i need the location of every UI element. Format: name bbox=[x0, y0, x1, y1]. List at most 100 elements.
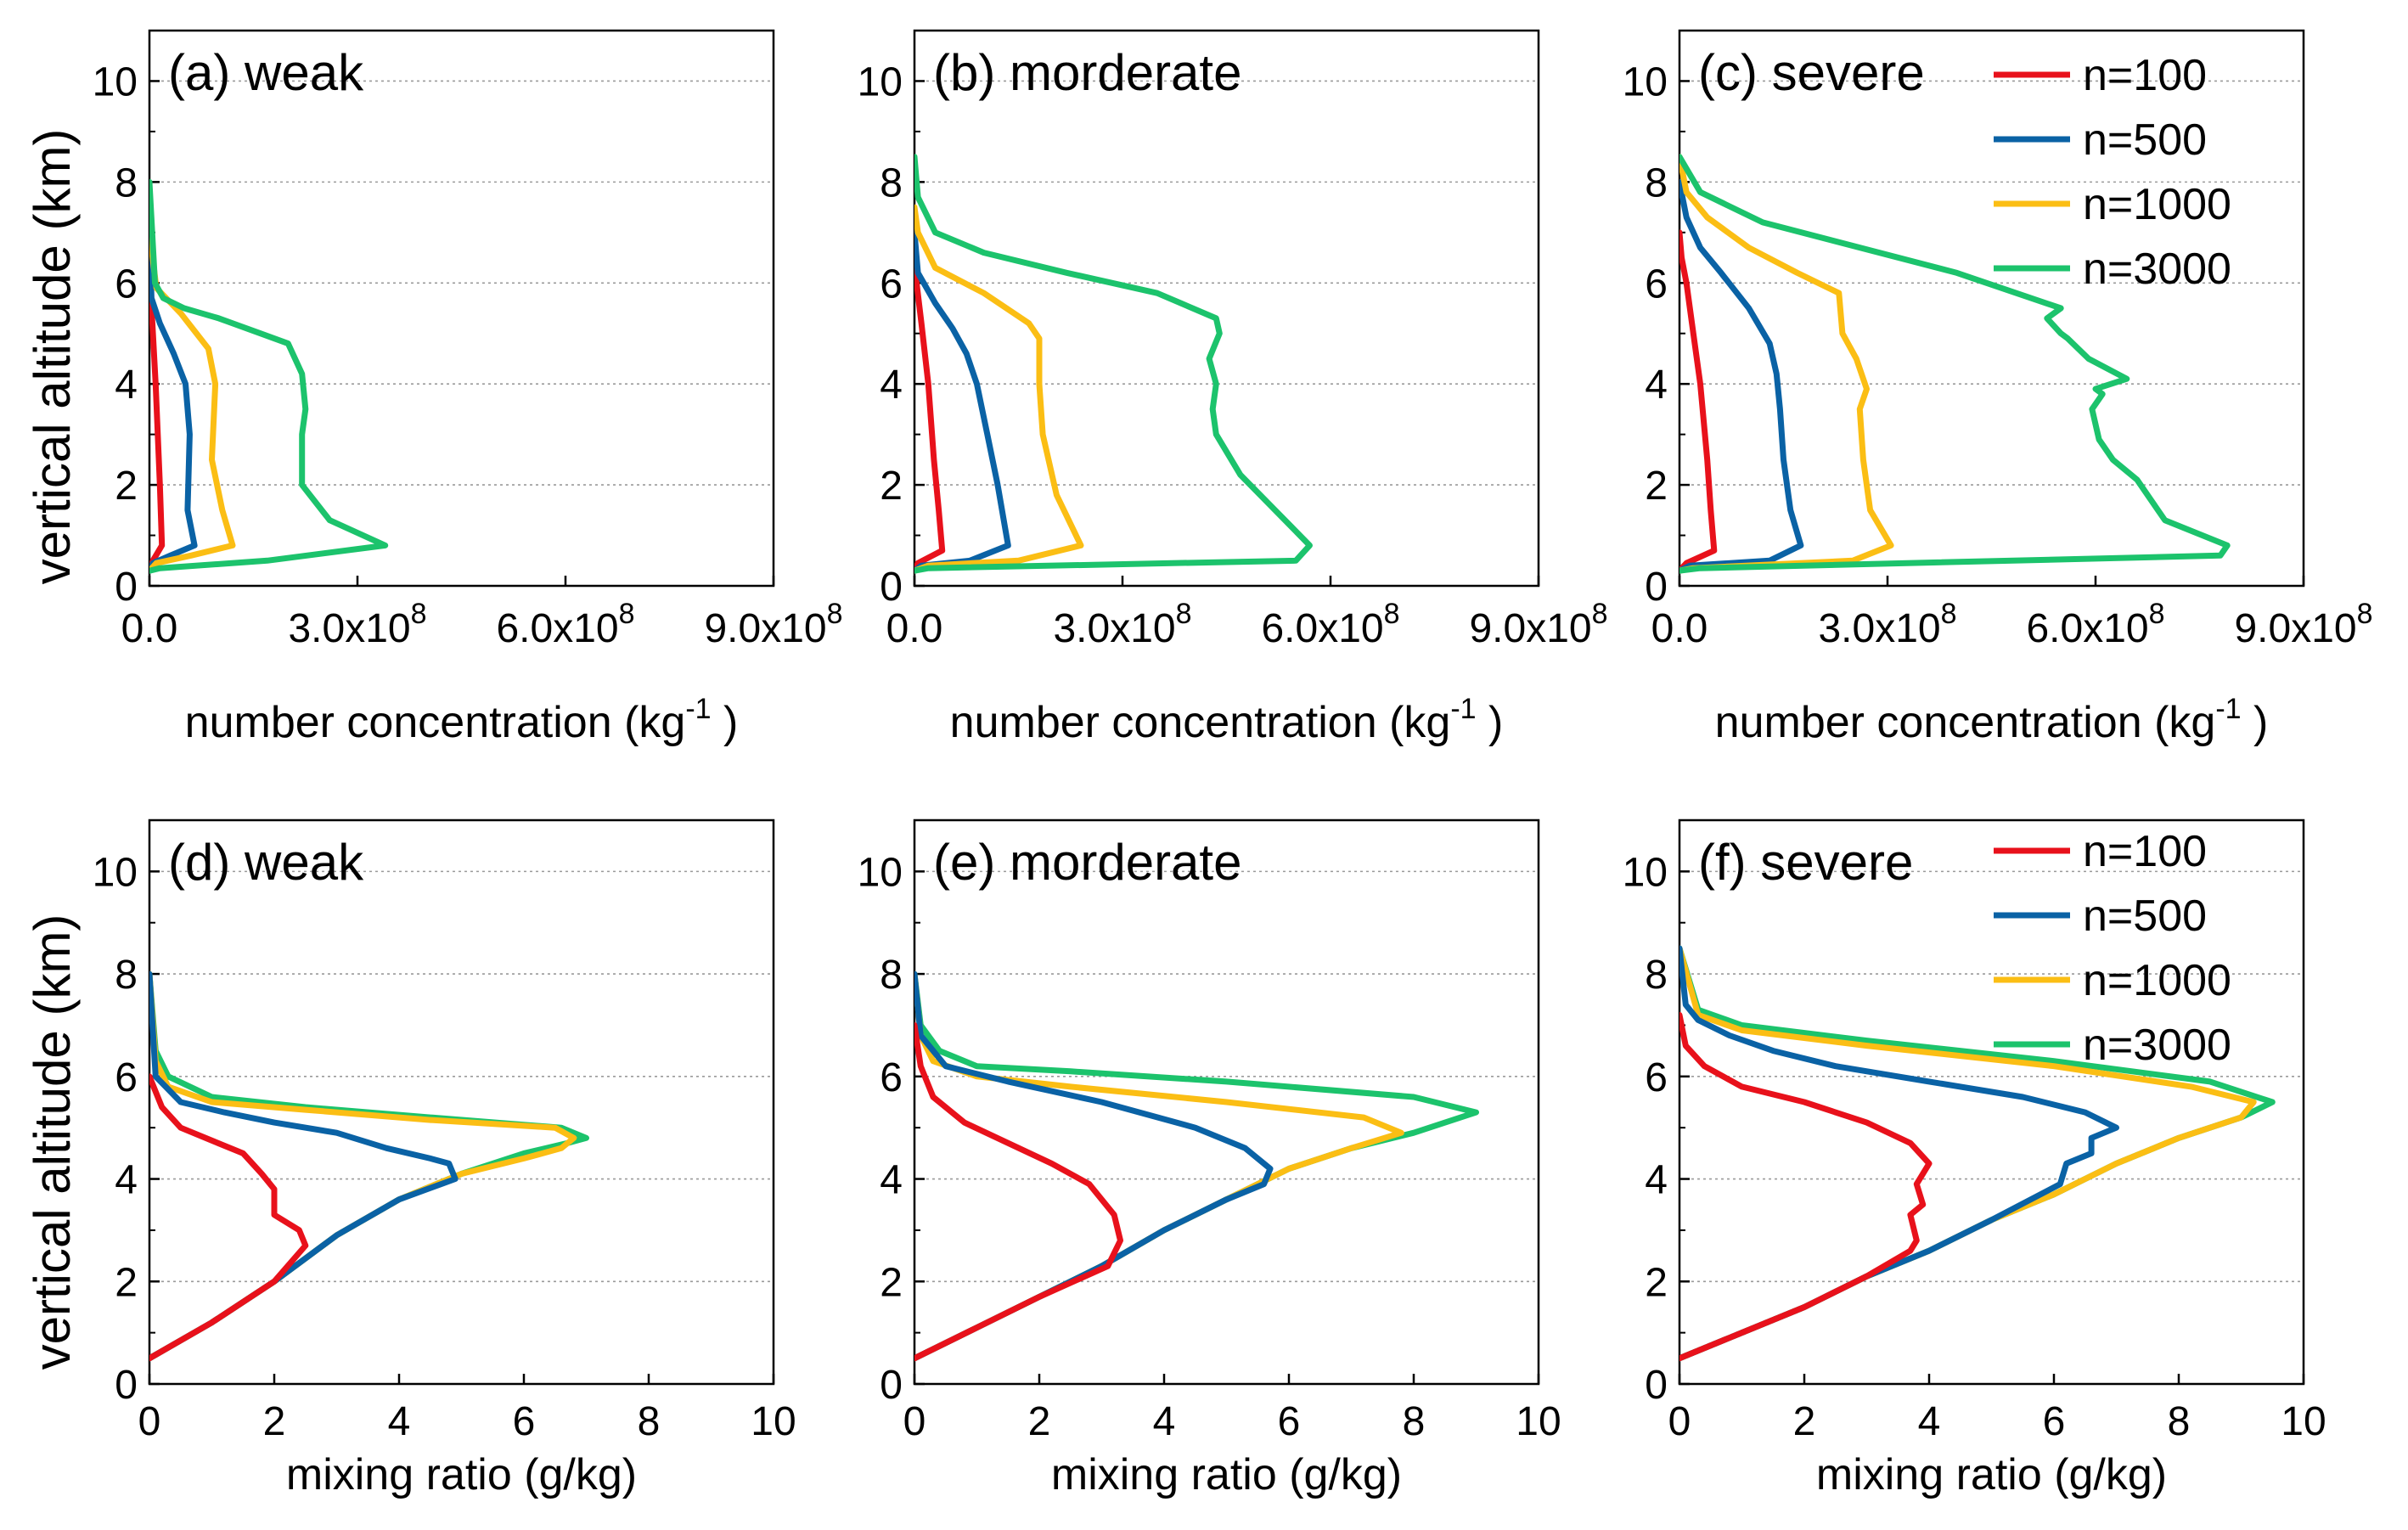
series-line-n-3000 bbox=[1679, 154, 2231, 574]
panel-title: (d) weak bbox=[168, 834, 364, 891]
y-tick-label: 2 bbox=[880, 464, 903, 509]
plot-frame bbox=[913, 29, 1540, 588]
legend-label: n=1000 bbox=[2083, 180, 2231, 229]
y-tick-label: 6 bbox=[1645, 262, 1668, 307]
y-tick-label: 10 bbox=[858, 850, 903, 895]
y-tick-label: 10 bbox=[93, 850, 138, 895]
series-line-n-1000 bbox=[149, 970, 577, 1362]
x-tick-label: 0 bbox=[903, 1399, 926, 1444]
series-line-n-1000 bbox=[1679, 154, 1894, 574]
x-tick-label: 6.0x108 bbox=[496, 598, 634, 651]
y-tick-label: 10 bbox=[93, 59, 138, 104]
series-line-n-500 bbox=[1679, 945, 2119, 1362]
plot-frame bbox=[148, 818, 775, 1386]
x-axis-title: number concentration (kg-1 ) bbox=[1715, 693, 2269, 747]
plot-frame bbox=[148, 29, 775, 588]
y-axis-label-bottom: vertical altitude (km) bbox=[24, 914, 81, 1370]
y-tick-label: 2 bbox=[115, 1260, 138, 1305]
y-tick-label: 0 bbox=[115, 1363, 138, 1408]
x-tick-label: 8 bbox=[638, 1399, 661, 1444]
series-line-n-3000 bbox=[914, 154, 1313, 574]
x-tick-label: 9.0x108 bbox=[704, 598, 842, 651]
y-tick-label: 6 bbox=[115, 1055, 138, 1100]
series-group bbox=[149, 970, 589, 1362]
x-axis-title: number concentration (kg-1 ) bbox=[185, 693, 739, 747]
series-line-n-500 bbox=[149, 970, 459, 1362]
y-tick-label: 0 bbox=[1645, 1363, 1668, 1408]
y-tick-label: 10 bbox=[1623, 59, 1668, 104]
series-line-n-500 bbox=[914, 970, 1274, 1362]
x-tick-label: 6 bbox=[2043, 1399, 2066, 1444]
panel-title: (a) weak bbox=[168, 44, 364, 101]
panel-title: (b) morderate bbox=[933, 44, 1241, 101]
series-line-n-3000 bbox=[914, 970, 1479, 1362]
x-tick-label: 8 bbox=[2168, 1399, 2191, 1444]
panel-e: 0 2 4 6 8 10 0 2 4 6 8 10 mixing ratio (g/kg) (e) mor… bbox=[858, 818, 1561, 1499]
panel-title: (f) severe bbox=[1698, 834, 1913, 891]
panel-c: 0 2 4 6 8 10 0.0 3.0x108 6.0x108 9.0x108 number co… bbox=[1623, 29, 2373, 747]
y-tick-label: 0 bbox=[1645, 565, 1668, 610]
x-tick-label: 4 bbox=[388, 1399, 411, 1444]
y-tick-label: 2 bbox=[880, 1260, 903, 1305]
y-tick-label: 4 bbox=[1645, 1158, 1668, 1203]
series-line-n-100 bbox=[914, 1022, 1123, 1362]
series-line-n-100 bbox=[149, 1073, 309, 1362]
panel-f: 0 2 4 6 8 10 0 2 4 6 8 10 mixing ratio (g/kg) (f) sev… bbox=[1623, 818, 2326, 1499]
legend-label: n=3000 bbox=[2083, 1021, 2231, 1070]
y-tick-label: 8 bbox=[115, 953, 138, 998]
x-tick-label: 9.0x108 bbox=[2234, 598, 2372, 651]
series-line-n-500 bbox=[149, 229, 198, 574]
x-tick-label: 0.0 bbox=[121, 606, 178, 651]
panel-title: (e) morderate bbox=[933, 834, 1241, 891]
x-tick-label: 6.0x108 bbox=[1261, 598, 1399, 651]
series-group bbox=[914, 970, 1479, 1362]
y-tick-label: 6 bbox=[115, 262, 138, 307]
y-tick-label: 2 bbox=[115, 464, 138, 509]
y-tick-label: 8 bbox=[880, 160, 903, 205]
panel-d: 0 2 4 6 8 10 0 2 4 6 8 10 mixing ratio (g/kg) (d) wea… bbox=[93, 818, 796, 1499]
x-tick-label: 6 bbox=[1278, 1399, 1301, 1444]
series-line-n-100 bbox=[1679, 229, 1718, 574]
series-group bbox=[1679, 154, 2231, 574]
x-tick-label: 0 bbox=[138, 1399, 161, 1444]
panels: 0 2 4 6 8 10 0.0 3.0x108 6.0x108 9.0x108 number co… bbox=[93, 29, 2373, 1499]
series-line-n-3000 bbox=[149, 970, 589, 1362]
y-tick-label: 4 bbox=[880, 1158, 903, 1203]
y-tick-label: 4 bbox=[880, 363, 903, 408]
y-tick-label: 2 bbox=[1645, 464, 1668, 509]
x-tick-label: 2 bbox=[263, 1399, 286, 1444]
legend-label: n=3000 bbox=[2083, 245, 2231, 294]
x-tick-label: 3.0x108 bbox=[1053, 598, 1191, 651]
series-line-n-3000 bbox=[149, 178, 389, 574]
x-axis-title: number concentration (kg-1 ) bbox=[950, 693, 1504, 747]
y-tick-label: 2 bbox=[1645, 1260, 1668, 1305]
y-tick-label: 4 bbox=[1645, 363, 1668, 408]
x-tick-label: 4 bbox=[1918, 1399, 1941, 1444]
x-tick-label: 2 bbox=[1793, 1399, 1816, 1444]
series-line-n-500 bbox=[1679, 178, 1804, 574]
x-axis-title: mixing ratio (g/kg) bbox=[286, 1450, 637, 1499]
series-group bbox=[1679, 945, 2276, 1362]
y-tick-label: 8 bbox=[1645, 953, 1668, 998]
y-tick-label: 6 bbox=[880, 262, 903, 307]
series-group bbox=[149, 178, 389, 574]
y-tick-label: 0 bbox=[115, 565, 138, 610]
y-tick-label: 8 bbox=[1645, 160, 1668, 205]
legend-label: n=500 bbox=[2083, 115, 2207, 165]
y-tick-label: 6 bbox=[1645, 1055, 1668, 1100]
x-tick-label: 0.0 bbox=[1651, 606, 1708, 651]
x-tick-label: 0.0 bbox=[886, 606, 943, 651]
legend-label: n=100 bbox=[2083, 51, 2207, 100]
series-line-n-1000 bbox=[1679, 945, 2257, 1362]
x-tick-label: 0 bbox=[1668, 1399, 1691, 1444]
x-tick-label: 3.0x108 bbox=[1818, 598, 1956, 651]
plot-frame bbox=[1678, 818, 2305, 1386]
y-tick-label: 8 bbox=[115, 160, 138, 205]
panel-a: 0 2 4 6 8 10 0.0 3.0x108 6.0x108 9.0x108 number co… bbox=[93, 29, 843, 747]
y-tick-label: 0 bbox=[880, 1363, 903, 1408]
series-line-n-3000 bbox=[1679, 945, 2276, 1362]
legend-label: n=1000 bbox=[2083, 956, 2231, 1005]
y-tick-label: 4 bbox=[115, 363, 138, 408]
y-tick-label: 0 bbox=[880, 565, 903, 610]
